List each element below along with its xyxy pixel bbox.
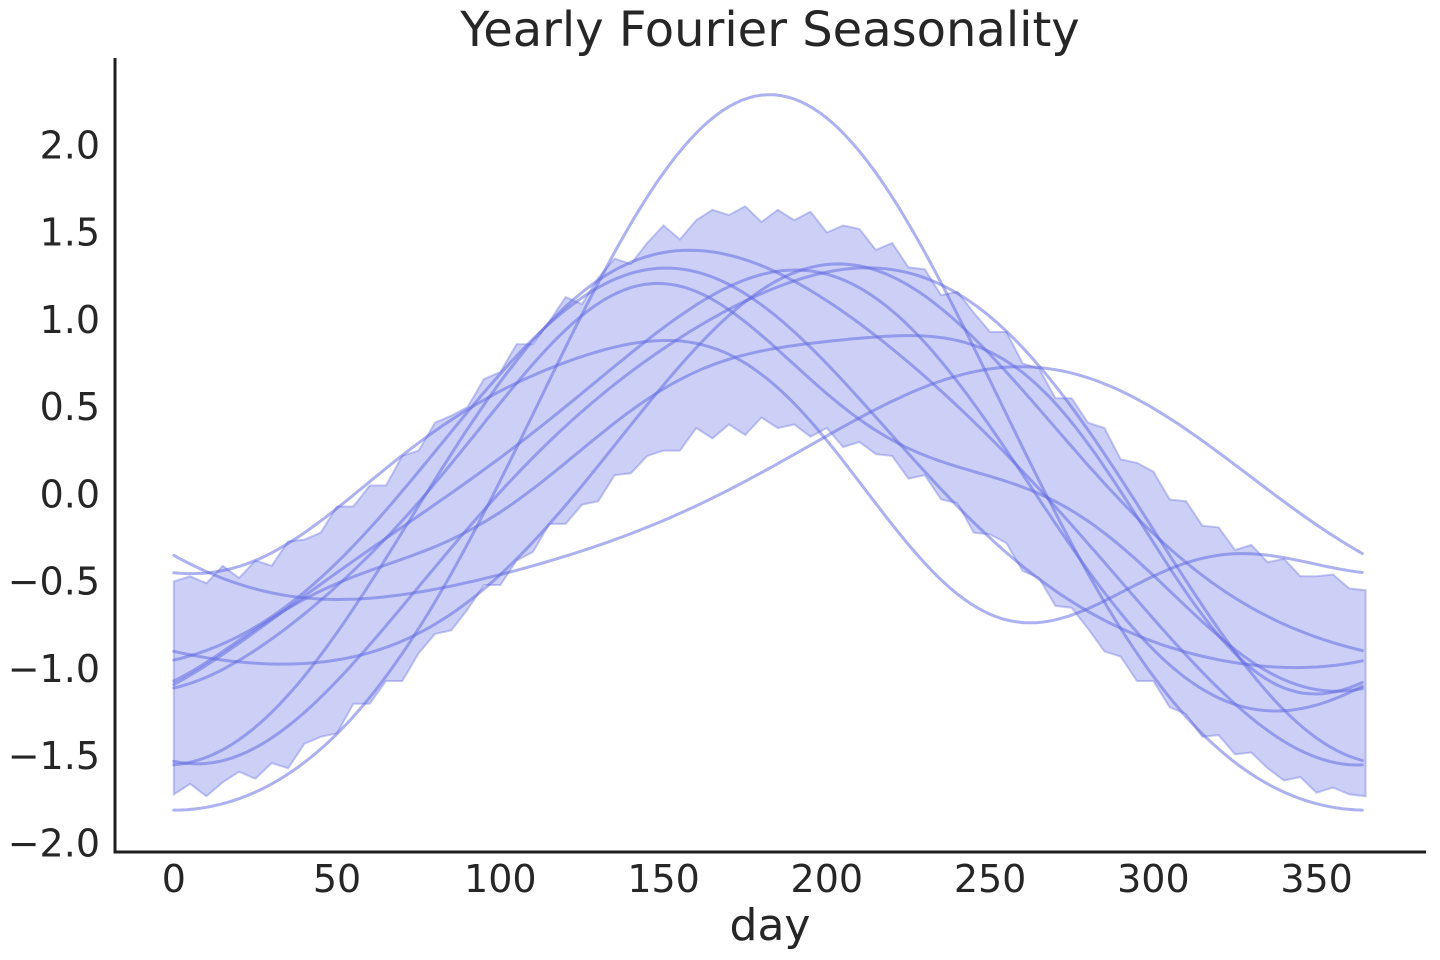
y-tick-label: −2.0 xyxy=(8,821,100,865)
x-tick-label: 0 xyxy=(162,857,186,901)
y-tick-label: 0.0 xyxy=(40,472,100,516)
x-tick-label: 250 xyxy=(954,857,1027,901)
fourier-sample-curve-sample-5 xyxy=(172,268,1364,713)
y-tick-labels: −2.0 −1.5 −1.0 −0.5 0.0 0.5 1.0 1.5 2.0 xyxy=(8,123,100,865)
x-tick-label: 300 xyxy=(1117,857,1190,901)
x-tick-label: 50 xyxy=(313,857,361,901)
y-tick-label: 1.0 xyxy=(40,298,100,342)
axes-spines xyxy=(113,58,1426,854)
fourier-sample-curve-sample-9 xyxy=(172,365,1364,602)
y-tick-label: −1.5 xyxy=(8,734,100,778)
x-tick-labels: 0 50 100 150 200 250 300 350 xyxy=(162,857,1353,901)
uncertainty-band xyxy=(172,205,1367,798)
y-tick-label: 0.5 xyxy=(40,385,100,429)
fourier-sample-curve-sample-10 xyxy=(172,339,1364,625)
fourier-sample-curve-sample-2 xyxy=(172,262,1364,666)
x-axis-label: day xyxy=(730,900,811,951)
fourier-sample-curve-sample-6 xyxy=(172,281,1364,693)
y-tick-label: −0.5 xyxy=(8,560,100,604)
chart-title: Yearly Fourier Seasonality xyxy=(459,2,1079,58)
y-tick-label: 1.5 xyxy=(40,211,100,255)
fourier-sample-curve-sample-7 xyxy=(172,266,1364,766)
y-tick-label: −1.0 xyxy=(8,647,100,691)
x-tick-label: 150 xyxy=(627,857,700,901)
x-tick-label: 100 xyxy=(464,857,537,901)
x-tick-label: 200 xyxy=(791,857,864,901)
x-tick-label: 350 xyxy=(1280,857,1353,901)
fourier-sample-curve-sample-4 xyxy=(172,334,1364,696)
fourier-sample-curves-layer xyxy=(172,93,1364,812)
fourier-sample-curve-sample-1 xyxy=(172,93,1364,812)
y-tick-label: 2.0 xyxy=(40,123,100,167)
uncertainty-band-layer xyxy=(172,205,1367,798)
fourier-sample-curve-sample-3 xyxy=(172,266,1364,670)
fourier-sample-curve-sample-8 xyxy=(172,248,1364,767)
